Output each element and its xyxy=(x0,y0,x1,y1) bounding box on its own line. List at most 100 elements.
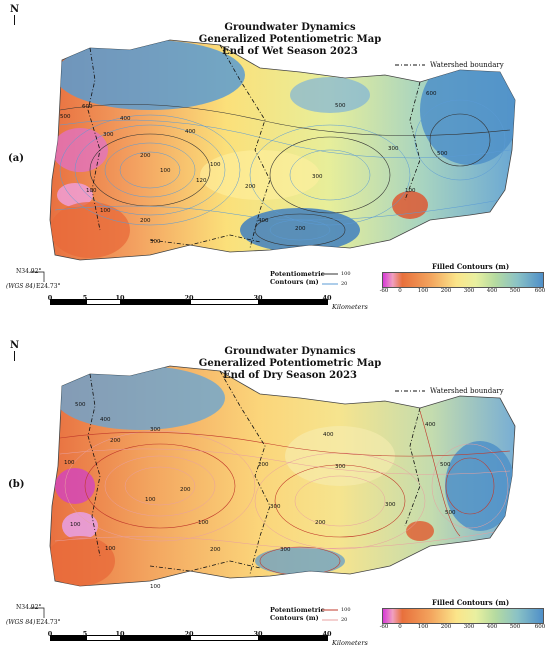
title-line: Groundwater Dynamics xyxy=(224,22,356,33)
map-panel-b: 100 200 300 400 500 100 200 300 100 200 … xyxy=(0,326,550,652)
km-unit: Kilometers xyxy=(332,303,368,311)
title-line: Generalized Potentiometric Map xyxy=(198,358,382,369)
contour-label: 100 xyxy=(405,188,416,194)
contour-label: 200 xyxy=(315,520,326,526)
map-canvas-b: 100 200 300 400 500 100 200 300 100 200 … xyxy=(30,365,516,621)
contour-label: 400 xyxy=(425,422,436,428)
contour-label: 200 xyxy=(180,487,191,493)
contour-label: 200 xyxy=(295,226,306,232)
colorbar-tick: 400 xyxy=(486,288,498,294)
contour-label: 400 xyxy=(258,218,269,224)
north-symbol: N xyxy=(10,340,20,351)
potentiometric-legend-title: Potentiometric Contours (m) xyxy=(270,270,325,286)
contour-label: 100 xyxy=(198,520,209,526)
contours-label: Contours (m) xyxy=(270,278,319,286)
contour-label: 100 xyxy=(145,497,156,503)
contour-label: 300 xyxy=(150,239,161,245)
contour-lines-a xyxy=(54,99,511,247)
km-tick: 20 xyxy=(184,630,194,638)
contour-label: 120 xyxy=(196,178,207,184)
map-title-b: Groundwater Dynamics Generalized Potenti… xyxy=(160,346,420,382)
contour-minor-value: 20 xyxy=(341,617,348,623)
contour-label: 300 xyxy=(270,504,281,510)
contour-label: 100 xyxy=(210,162,221,168)
title-line: End of Wet Season 2023 xyxy=(222,46,358,57)
contour-label: 100 xyxy=(150,584,161,590)
watershed-boundary-a xyxy=(87,44,421,249)
contour-label: 200 xyxy=(140,218,151,224)
colorbar-tick: -60 xyxy=(379,624,389,630)
contour-label: 200 xyxy=(140,153,151,159)
colorbar-tick: 100 xyxy=(417,288,429,294)
km-tick: 0 xyxy=(47,294,53,302)
contour-lines-b xyxy=(54,410,511,576)
filled-contours-b xyxy=(50,366,515,586)
contour-label: 500 xyxy=(440,462,451,468)
coord-lon: E24.73° xyxy=(36,619,61,626)
contour-label: 600 xyxy=(82,104,93,110)
contour-label: 200 xyxy=(210,547,221,553)
contour-label: 100 xyxy=(86,188,97,194)
km-tick: 5 xyxy=(82,630,88,638)
km-tick: 10 xyxy=(115,294,125,302)
contour-major-value: 100 xyxy=(341,271,351,277)
colorbar-tick: 200 xyxy=(440,624,452,630)
map-canvas-a: 600 500 400 300 200 100 120 200 100 300 … xyxy=(30,39,516,285)
panel-label-a: (a) xyxy=(8,153,24,164)
contour-major-value: 100 xyxy=(341,607,351,613)
contour-minor-value: 20 xyxy=(341,281,348,287)
title-line: End of Dry Season 2023 xyxy=(223,370,357,381)
contour-label: 300 xyxy=(103,132,114,138)
contour-label: 500 xyxy=(445,510,456,516)
contours-label: Contours (m) xyxy=(270,614,319,622)
north-symbol: N xyxy=(10,4,20,15)
contour-label: 500 xyxy=(60,114,71,120)
coordinate-marker xyxy=(30,271,45,282)
contour-label: 200 xyxy=(110,438,121,444)
km-tick: 30 xyxy=(253,294,263,302)
filled-contours-title: Filled Contours (m) xyxy=(432,598,510,607)
map-title-a: Groundwater Dynamics Generalized Potenti… xyxy=(160,22,420,58)
contour-label: 200 xyxy=(245,184,256,190)
colorbar-tick: -60 xyxy=(379,288,389,294)
title-line: Generalized Potentiometric Map xyxy=(198,34,382,45)
coord-lat: N34.92° xyxy=(16,268,42,275)
map-panel-a: 600 500 400 300 200 100 120 200 100 300 … xyxy=(6,4,546,311)
contour-labels-b: 100 200 300 400 500 100 200 300 100 200 … xyxy=(64,402,456,590)
coord-lon: E24.73° xyxy=(36,283,61,290)
contour-label: 100 xyxy=(160,168,171,174)
contour-label: 300 xyxy=(388,146,399,152)
contour-label: 300 xyxy=(335,464,346,470)
contour-label: 100 xyxy=(105,546,116,552)
colorbar-tick: 0 xyxy=(398,288,402,294)
filled-contours-title: Filled Contours (m) xyxy=(432,262,510,271)
contour-label: 300 xyxy=(150,427,161,433)
km-tick: 40 xyxy=(322,294,332,302)
contour-label: 200 xyxy=(258,462,269,468)
km-tick: 40 xyxy=(322,630,332,638)
contour-label: 400 xyxy=(120,116,131,122)
colorbar-tick: 600 xyxy=(534,624,546,630)
colorbar-tick: 200 xyxy=(440,288,452,294)
km-tick: 0 xyxy=(47,630,53,638)
km-unit: Kilometers xyxy=(332,639,368,647)
colorbar-tick: 100 xyxy=(417,624,429,630)
coord-datum: (WGS 84) xyxy=(6,619,36,626)
colorbar-tick: 400 xyxy=(486,624,498,630)
colorbar-tick: 600 xyxy=(534,288,546,294)
potentiometric-label: Potentiometric xyxy=(270,606,325,614)
contour-label: 100 xyxy=(70,522,81,528)
contour-label: 400 xyxy=(323,432,334,438)
colorbar-tick: 500 xyxy=(509,624,521,630)
filled-contours-a xyxy=(50,40,515,258)
panel-label-b: (b) xyxy=(8,479,25,490)
km-tick: 5 xyxy=(82,294,88,302)
contour-label: 600 xyxy=(426,91,437,97)
contour-label: 500 xyxy=(437,151,448,157)
contour-label: 500 xyxy=(75,402,86,408)
contour-label: 400 xyxy=(185,129,196,135)
contour-label: 500 xyxy=(335,103,346,109)
colorbar-tick: 500 xyxy=(509,288,521,294)
potentiometric-label: Potentiometric xyxy=(270,270,325,278)
km-tick: 10 xyxy=(115,630,125,638)
